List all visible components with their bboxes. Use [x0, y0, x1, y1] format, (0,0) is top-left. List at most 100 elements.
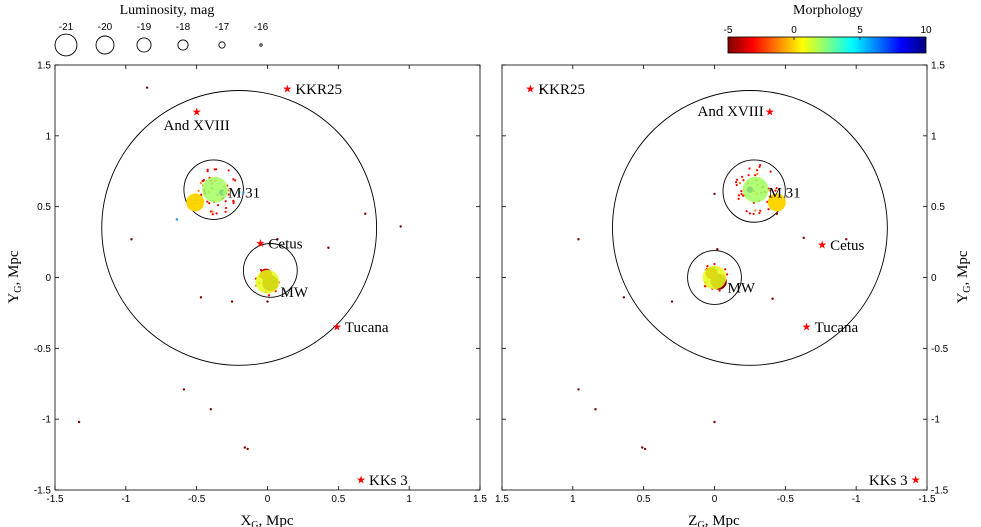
x-tick-label: -0.5 — [188, 494, 206, 505]
galaxy-point — [276, 238, 279, 241]
left-panel-y-axis-label: YG, Mpc — [6, 250, 24, 303]
group-boundary-circle — [687, 250, 742, 305]
y-tick-label: -1 — [931, 415, 940, 426]
left-panel-x-axis-label: XG, Mpc — [240, 513, 293, 527]
satellite-dot — [232, 201, 235, 205]
left-panel-group-circles — [101, 90, 378, 366]
x-tick-label: -1 — [121, 494, 130, 505]
morphology-colorbar-title: Morphology — [793, 3, 863, 18]
major-galaxy-label: M 31 — [769, 186, 801, 202]
galaxy-point — [364, 212, 367, 215]
galaxy-point — [802, 236, 805, 240]
major-galaxy-point — [702, 265, 727, 290]
major-galaxy-label: MW — [728, 281, 756, 297]
satellite-dot — [224, 206, 228, 210]
right-panel: 1.5 1 0.5 0 -0.5 -1 -1.5-1.5 -1 -0.5 0 0.5 1 1.5 M 3… — [495, 61, 973, 527]
luminosity-legend-circle — [54, 33, 78, 57]
galaxy-point — [713, 192, 716, 196]
satellite-dot — [199, 182, 202, 185]
star-marker-icon: ★ — [255, 238, 265, 250]
satellite-dot — [208, 202, 211, 205]
star-marker-icon: ★ — [802, 322, 812, 334]
satellite-dot — [755, 169, 759, 172]
satellite-dot — [742, 194, 745, 197]
y-tick-label: 1 — [931, 131, 937, 142]
satellite-dot — [724, 268, 727, 271]
satellite-dot — [206, 168, 209, 171]
satellite-dot — [224, 200, 227, 203]
satellite-dot — [227, 169, 230, 172]
colorbar-gradient — [727, 36, 927, 54]
galaxy-point — [242, 191, 245, 194]
galaxy-point — [237, 191, 241, 194]
galaxy-point — [77, 420, 81, 424]
right-panel-group-circles — [612, 90, 888, 366]
satellite-dot — [740, 190, 743, 193]
luminosity-legend-label: -16 — [254, 22, 269, 33]
group-boundary-circle — [183, 159, 244, 220]
galaxy-point — [199, 296, 203, 299]
satellite-dot — [735, 183, 738, 187]
satellite-dot — [767, 208, 770, 211]
galaxy-point — [670, 300, 674, 303]
galaxy-point — [716, 247, 719, 251]
star-marker-icon: ★ — [282, 84, 292, 96]
galaxy-name-label: And XVIII — [164, 118, 230, 134]
satellite-dot — [267, 294, 271, 297]
galaxy-point — [845, 238, 848, 241]
galaxy-name-label: KKR25 — [295, 82, 342, 98]
y-tick-label: 0 — [931, 273, 937, 284]
right-panel-x-axis-label: ZG, Mpc — [688, 513, 740, 527]
satellite-dot — [768, 189, 772, 192]
galaxy-name-label: Tucana — [815, 320, 859, 336]
satellite-dot — [754, 174, 757, 177]
satellite-dot — [209, 210, 213, 213]
satellite-dot — [703, 285, 706, 288]
galaxy-name-label: Cetus — [830, 238, 864, 254]
galaxy-point — [577, 388, 580, 391]
x-tick-label: 0.5 — [331, 494, 345, 505]
satellite-dot — [726, 273, 729, 276]
y-tick-label: 1.5 — [37, 61, 51, 72]
x-tick-label: 1.5 — [495, 494, 509, 505]
galaxy-name-label: And XVIII — [698, 104, 764, 120]
y-tick-label: 0.5 — [37, 202, 51, 213]
luminosity-legend-circle — [259, 43, 263, 47]
galaxy-point — [643, 447, 647, 451]
satellite-dot — [201, 179, 204, 183]
colorbar-tick-label: -5 — [724, 25, 733, 36]
x-tick-label: 1 — [406, 494, 412, 505]
luminosity-legend-items: -21 -20 -19 -18 -17 -16 — [54, 22, 269, 57]
satellite-dot — [766, 200, 769, 203]
satellite-dot — [713, 262, 716, 266]
satellite-dot — [748, 212, 752, 215]
colorbar-tick-label: 10 — [920, 25, 932, 36]
star-marker-icon: ★ — [817, 239, 827, 251]
satellite-dot — [738, 181, 742, 185]
satellite-dot — [741, 175, 744, 178]
galaxy-name-label: Tucana — [345, 320, 389, 336]
galaxy-point — [266, 300, 269, 303]
star-marker-icon: ★ — [525, 84, 535, 96]
satellite-dot — [735, 181, 738, 184]
major-galaxy-label: M 31 — [228, 186, 260, 202]
satellite-dot — [742, 179, 745, 182]
satellite-dot — [756, 172, 759, 176]
y-tick-label: -1.5 — [34, 486, 52, 497]
satellite-dot — [213, 168, 216, 171]
galaxy-point — [775, 212, 779, 215]
luminosity-legend-label: -17 — [215, 22, 230, 33]
y-tick-label: -0.5 — [34, 344, 52, 355]
galaxy-point — [622, 296, 626, 299]
luminosity-legend-label: -20 — [98, 22, 113, 33]
y-tick-label: -0.5 — [931, 344, 949, 355]
satellite-dot — [759, 163, 762, 167]
galaxy-name-label: KKs 3 — [369, 473, 408, 489]
satellite-dot — [759, 209, 762, 212]
galaxy-point — [771, 297, 774, 300]
galaxy-point — [399, 225, 402, 228]
y-tick-label: 1.5 — [931, 61, 945, 72]
x-tick-label: -1.5 — [46, 494, 64, 505]
